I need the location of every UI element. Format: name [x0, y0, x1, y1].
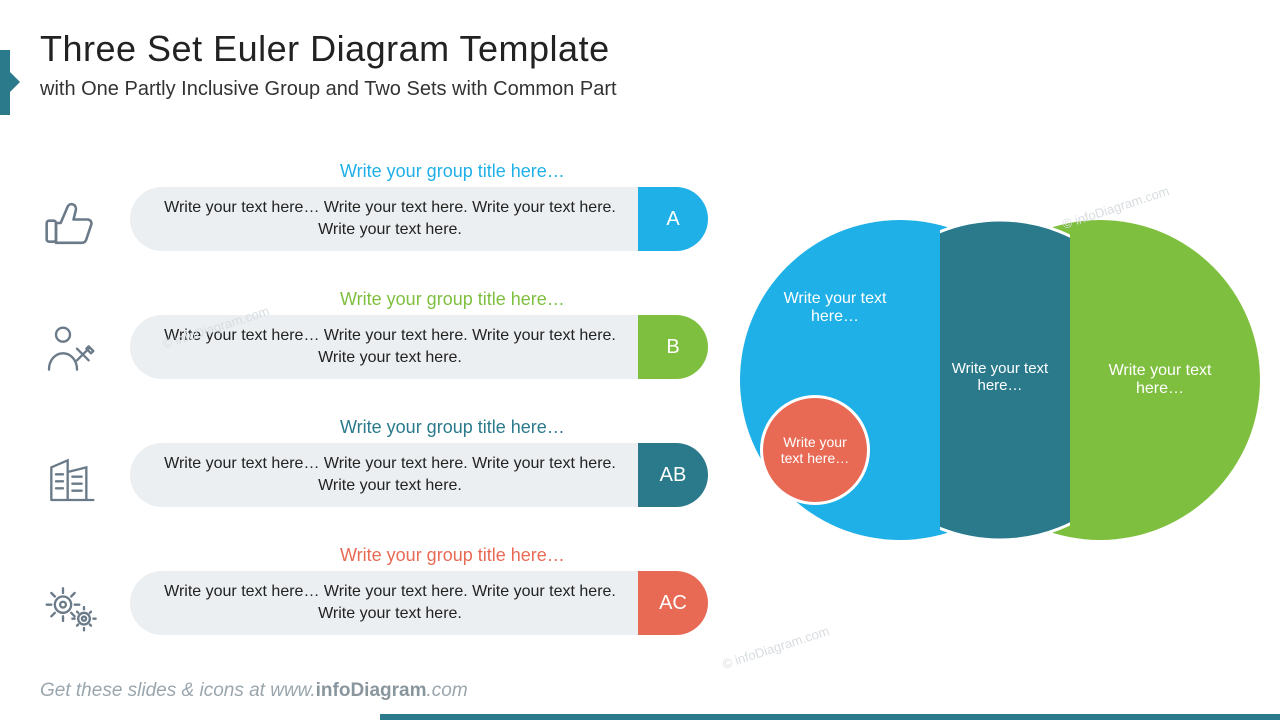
footer-suffix: .com	[426, 680, 467, 701]
legend-rows: Write your group title here… Write your …	[40, 165, 710, 677]
circle-ac: Write your text here…	[760, 395, 870, 505]
text-a: Write your text here… Write your text he…	[156, 197, 624, 240]
legend-row-a: Write your group title here… Write your …	[40, 165, 710, 275]
footer-bold: infoDiagram	[316, 680, 427, 701]
gears-icon	[40, 579, 110, 639]
text-pill-ab: Write your text here… Write your text he…	[130, 443, 640, 507]
overlap-ab-label: Write your text here…	[950, 360, 1050, 394]
legend-row-ab: Write your group title here… Write your …	[40, 421, 710, 531]
person-tools-icon	[40, 323, 110, 383]
text-ac: Write your text here… Write your text he…	[156, 581, 624, 624]
legend-row-b: Write your group title here… Write your …	[40, 293, 710, 403]
text-pill-a: Write your text here… Write your text he…	[130, 187, 640, 251]
euler-diagram: Write your text here… Write your text he…	[740, 220, 1260, 580]
footer-divider	[380, 714, 1280, 720]
text-b: Write your text here… Write your text he…	[156, 325, 624, 368]
watermark: © infoDiagram.com	[720, 623, 831, 672]
group-title-a: Write your group title here…	[340, 161, 565, 182]
group-title-ac: Write your group title here…	[340, 545, 565, 566]
text-ab: Write your text here… Write your text he…	[156, 453, 624, 496]
slide: Three Set Euler Diagram Template with On…	[0, 0, 1280, 720]
badge-a: A	[638, 187, 708, 251]
text-pill-b: Write your text here… Write your text he…	[130, 315, 640, 379]
page-title: Three Set Euler Diagram Template	[40, 28, 610, 70]
badge-ab: AB	[638, 443, 708, 507]
group-title-b: Write your group title here…	[340, 289, 565, 310]
badge-b: B	[638, 315, 708, 379]
buildings-icon	[40, 451, 110, 511]
circle-ac-label: Write your text here…	[775, 434, 855, 466]
page-subtitle: with One Partly Inclusive Group and Two …	[40, 78, 617, 101]
group-title-ab: Write your group title here…	[340, 417, 565, 438]
accent-bar	[0, 50, 10, 115]
footer-prefix: Get these slides & icons at www.	[40, 680, 316, 701]
badge-ac: AC	[638, 571, 708, 635]
circle-a-label: Write your text here…	[780, 290, 890, 326]
text-pill-ac: Write your text here… Write your text he…	[130, 571, 640, 635]
footer-attribution: Get these slides & icons at www.infoDiag…	[40, 680, 468, 702]
thumbs-up-icon	[40, 195, 110, 255]
legend-row-ac: Write your group title here… Write your …	[40, 549, 710, 659]
circle-b-label: Write your text here…	[1100, 362, 1220, 398]
